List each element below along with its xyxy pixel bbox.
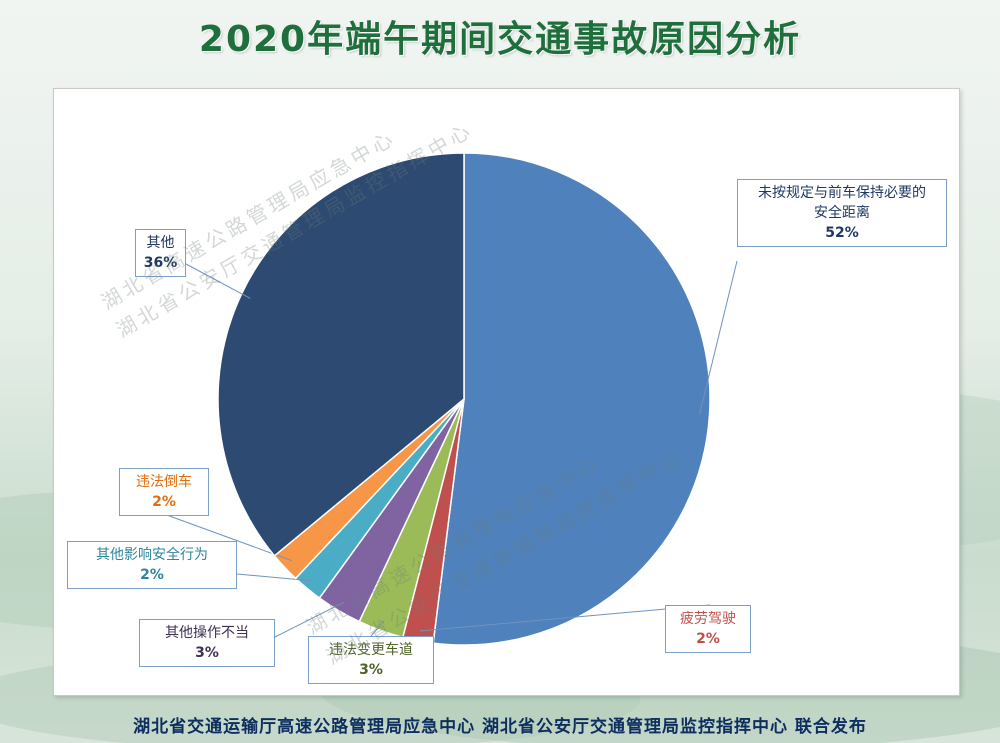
label-fatigue-driving: 疲劳驾驶 2%	[665, 605, 751, 653]
label-illegal-lane-change: 违法变更车道 3%	[308, 636, 434, 684]
label-safe-distance-percent: 52%	[825, 225, 859, 241]
label-other-improper-operation: 其他操作不当 3%	[139, 619, 275, 667]
label-other-text: 其他	[146, 235, 175, 251]
leader-line-6	[185, 263, 251, 299]
label-safe-distance-line2: 安全距离	[814, 205, 870, 221]
leader-line-1	[419, 604, 711, 632]
label-safe-distance-line1: 未按规定与前车保持必要的	[758, 185, 926, 201]
leader-line-5	[163, 513, 293, 562]
label-illegal-lane-change-percent: 3%	[359, 662, 383, 678]
label-illegal-reversing: 违法倒车 2%	[119, 468, 209, 516]
label-fatigue-driving-text: 疲劳驾驶	[680, 611, 736, 627]
label-safe-distance: 未按规定与前车保持必要的 安全距离 52%	[737, 179, 947, 247]
footer-publisher: 湖北省交通运输厅高速公路管理局应急中心 湖北省公安厅交通管理局监控指挥中心 联合…	[133, 717, 867, 737]
label-illegal-reversing-percent: 2%	[152, 494, 176, 510]
label-other-improper-operation-text: 其他操作不当	[165, 625, 249, 641]
leader-line-0	[699, 260, 738, 414]
chart-panel: 未按规定与前车保持必要的 安全距离 52% 疲劳驾驶 2% 违法变更车道 3% …	[53, 88, 960, 696]
leader-line-3	[274, 601, 345, 638]
pie-slice-6	[217, 152, 465, 557]
pie-slice-0	[432, 152, 711, 646]
label-illegal-lane-change-text: 违法变更车道	[329, 642, 413, 658]
leader-line-2	[370, 620, 385, 637]
label-other-unsafe-behavior: 其他影响安全行为 2%	[67, 541, 237, 589]
page-title: 2020年端午期间交通事故原因分析	[198, 19, 802, 60]
leader-line-4	[236, 573, 314, 582]
label-fatigue-driving-percent: 2%	[696, 631, 720, 647]
label-other-unsafe-behavior-percent: 2%	[140, 567, 164, 583]
label-other-percent: 36%	[143, 255, 178, 271]
label-illegal-reversing-text: 违法倒车	[136, 474, 192, 490]
pie-chart	[163, 152, 738, 646]
label-other-improper-operation-percent: 3%	[195, 645, 219, 661]
label-other-unsafe-behavior-text: 其他影响安全行为	[96, 547, 208, 563]
label-other: 其他 36%	[135, 229, 186, 277]
